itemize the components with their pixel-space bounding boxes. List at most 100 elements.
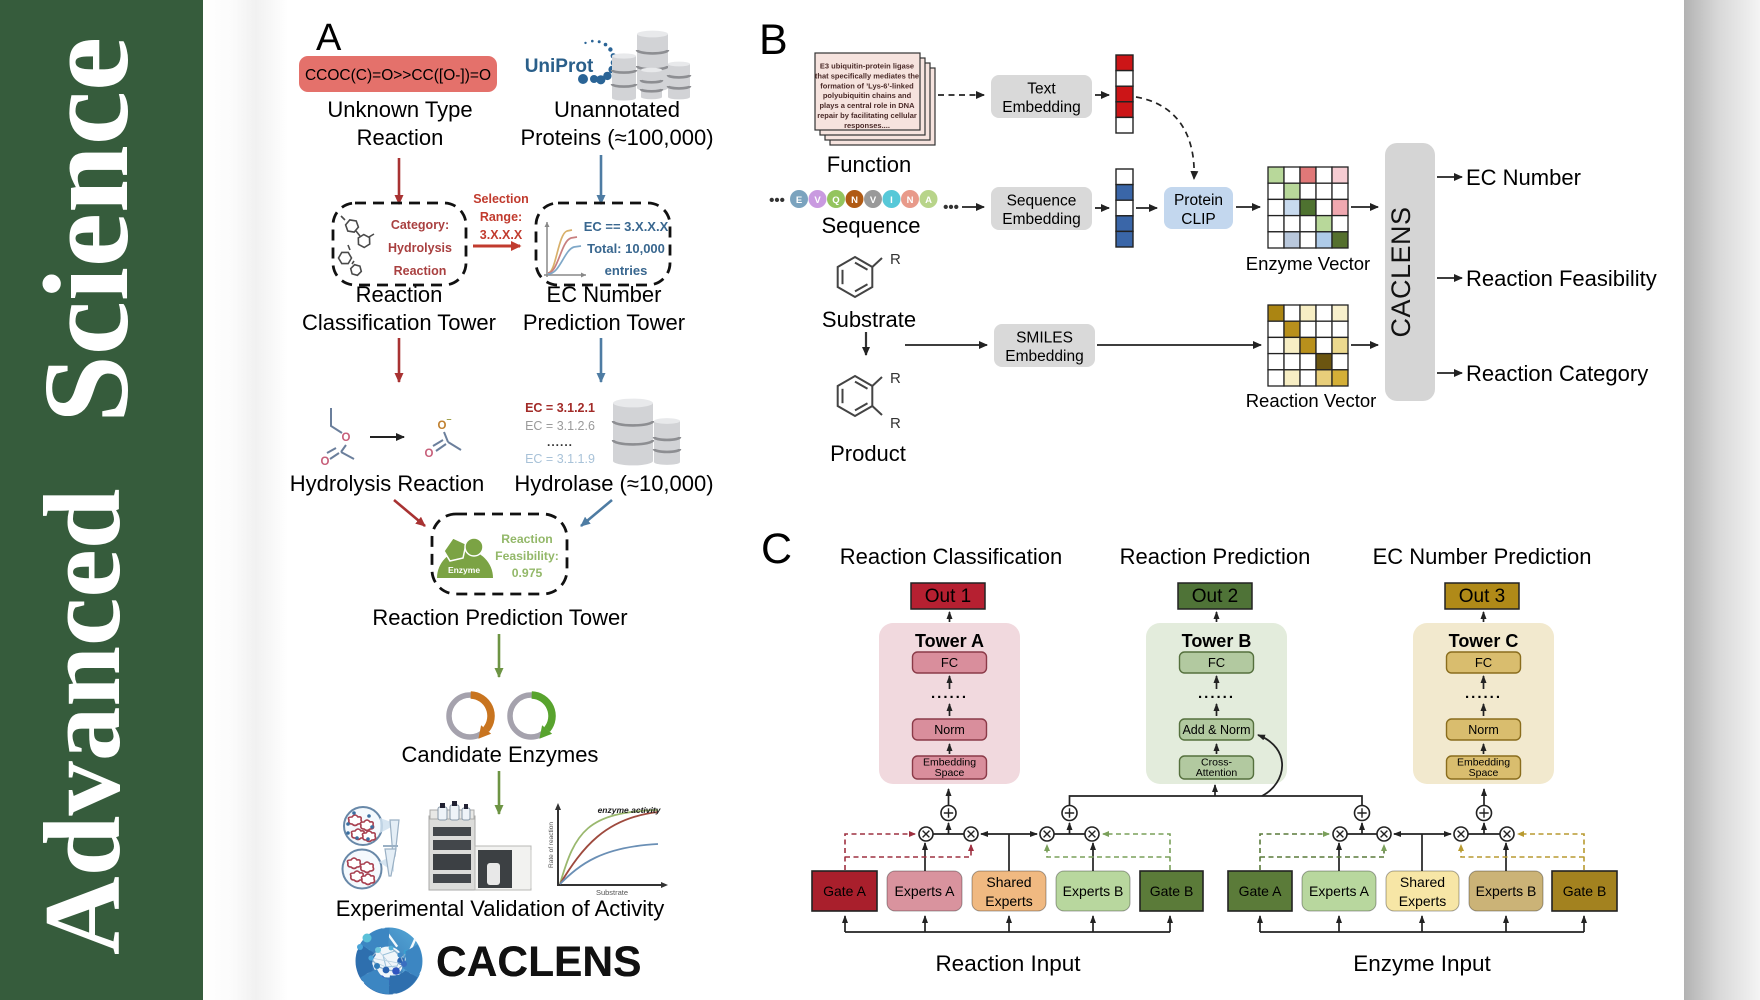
svg-text:Classification Tower: Classification Tower xyxy=(302,310,496,335)
svg-text:EC Number: EC Number xyxy=(547,282,662,307)
svg-text:Space: Space xyxy=(1469,767,1499,779)
svg-text:0.975: 0.975 xyxy=(512,566,543,580)
svg-text:......: ...... xyxy=(1465,685,1502,702)
svg-text:Shared: Shared xyxy=(1400,874,1445,890)
svg-text:Experts: Experts xyxy=(985,893,1032,909)
svg-text:EC = 3.1.2.6: EC = 3.1.2.6 xyxy=(525,419,595,433)
svg-text:Prediction Tower: Prediction Tower xyxy=(523,310,685,335)
svg-text:Unknown Type: Unknown Type xyxy=(327,97,472,122)
svg-text:Embedding: Embedding xyxy=(1005,348,1083,365)
svg-text:R: R xyxy=(890,415,901,432)
svg-text:Tower C: Tower C xyxy=(1449,631,1519,651)
svg-text:Experts: Experts xyxy=(1399,893,1446,909)
svg-text:formation of ’Lys-6’-linked: formation of ’Lys-6’-linked xyxy=(820,81,914,90)
svg-text:Proteins (≈100,000): Proteins (≈100,000) xyxy=(520,125,713,150)
svg-text:repair by facilitating cellula: repair by facilitating cellular xyxy=(817,111,917,120)
svg-text:Enzyme Input: Enzyme Input xyxy=(1353,951,1491,976)
svg-text:Tower B: Tower B xyxy=(1182,631,1252,651)
svg-text:plays a central role in DNA: plays a central role in DNA xyxy=(819,101,915,110)
svg-text:SMILES: SMILES xyxy=(1016,330,1073,347)
svg-text:Tower A: Tower A xyxy=(915,631,984,651)
svg-text:Out 2: Out 2 xyxy=(1192,586,1238,607)
svg-text:Sequence: Sequence xyxy=(1007,193,1077,210)
svg-text:Gate A: Gate A xyxy=(823,883,866,899)
svg-text:Sequence: Sequence xyxy=(821,213,920,238)
svg-text:Experts B: Experts B xyxy=(1063,883,1124,899)
svg-text:Out 3: Out 3 xyxy=(1459,586,1505,607)
svg-text:Reaction Classification: Reaction Classification xyxy=(840,544,1063,569)
svg-text:E: E xyxy=(796,195,802,206)
svg-text:A: A xyxy=(925,195,932,206)
svg-text:Embedding: Embedding xyxy=(1457,757,1510,769)
svg-text:Embedding: Embedding xyxy=(1002,99,1080,116)
svg-text:EC = 3.1.1.9: EC = 3.1.1.9 xyxy=(525,452,595,466)
svg-text:Out 1: Out 1 xyxy=(925,586,971,607)
svg-text:Norm: Norm xyxy=(1468,723,1499,737)
svg-text:enzyme activity: enzyme activity xyxy=(598,805,662,815)
svg-text:Protein: Protein xyxy=(1174,192,1223,209)
svg-text:Reaction Prediction Tower: Reaction Prediction Tower xyxy=(372,605,627,630)
svg-text:CLIP: CLIP xyxy=(1181,211,1215,228)
svg-text:A: A xyxy=(316,17,342,59)
svg-text:Embedding: Embedding xyxy=(1002,211,1080,228)
svg-text:Embedding: Embedding xyxy=(923,757,976,769)
svg-text:Reaction: Reaction xyxy=(394,264,447,278)
svg-text:Experts A: Experts A xyxy=(895,883,956,899)
svg-text:3.X.X.X: 3.X.X.X xyxy=(480,228,523,242)
svg-text:Enzyme: Enzyme xyxy=(448,565,480,575)
svg-text:Hydrolase (≈10,000): Hydrolase (≈10,000) xyxy=(514,471,713,496)
svg-text:Reaction: Reaction xyxy=(357,125,444,150)
svg-text:Q: Q xyxy=(832,195,839,206)
svg-text:EC Number Prediction: EC Number Prediction xyxy=(1373,544,1592,569)
svg-text:......: ...... xyxy=(547,435,573,449)
svg-text:C: C xyxy=(761,525,792,573)
svg-text:E3 ubiquitin-protein ligase: E3 ubiquitin-protein ligase xyxy=(820,62,914,71)
svg-text:Substrate: Substrate xyxy=(596,888,628,897)
svg-text:Reaction Input: Reaction Input xyxy=(935,951,1081,976)
svg-text:that specifically mediates the: that specifically mediates the xyxy=(815,71,919,80)
svg-text:......: ...... xyxy=(931,685,968,702)
svg-text:Cross-: Cross- xyxy=(1201,757,1232,769)
svg-text:O: O xyxy=(321,456,330,468)
svg-text:EC == 3.X.X.X: EC == 3.X.X.X xyxy=(584,219,669,234)
svg-text:I: I xyxy=(890,195,893,206)
svg-text:•••: ••• xyxy=(769,192,785,209)
svg-text:Hydrolysis: Hydrolysis xyxy=(388,241,452,255)
svg-text:FC: FC xyxy=(941,655,958,670)
svg-text:Enzyme Vector: Enzyme Vector xyxy=(1246,253,1370,274)
svg-text:Experts A: Experts A xyxy=(1309,883,1370,899)
svg-text:Reaction Vector: Reaction Vector xyxy=(1246,390,1377,411)
svg-text:Selection: Selection xyxy=(473,192,529,206)
svg-text:B: B xyxy=(759,16,788,64)
svg-text:CACLENS: CACLENS xyxy=(436,939,641,986)
svg-text:N: N xyxy=(907,195,914,206)
svg-text:•••: ••• xyxy=(943,199,959,216)
svg-text:Text: Text xyxy=(1027,81,1056,98)
svg-text:Gate B: Gate B xyxy=(1150,883,1194,899)
svg-text:V: V xyxy=(814,195,821,206)
svg-text:Candidate Enzymes: Candidate Enzymes xyxy=(402,742,599,767)
svg-text:UniProt: UniProt xyxy=(525,56,594,77)
svg-text:Gate B: Gate B xyxy=(1563,883,1607,899)
svg-text:CCOC(C)=O>>CC([O-])=O: CCOC(C)=O>>CC([O-])=O xyxy=(305,67,491,84)
svg-text:R: R xyxy=(890,251,901,268)
svg-text:Unannotated: Unannotated xyxy=(554,97,680,122)
svg-text:Rate of reaction: Rate of reaction xyxy=(548,822,555,868)
svg-text:–: – xyxy=(446,414,451,424)
svg-text:CACLENS: CACLENS xyxy=(436,939,641,986)
svg-text:Reaction: Reaction xyxy=(356,282,443,307)
svg-text:Experimental Validation of Act: Experimental Validation of Activity xyxy=(336,896,665,921)
svg-text:Reaction Feasibility: Reaction Feasibility xyxy=(1466,266,1657,291)
svg-text:Product: Product xyxy=(830,441,906,466)
svg-text:Total: 10,000: Total: 10,000 xyxy=(587,241,665,256)
svg-text:polyubiquitin chains and: polyubiquitin chains and xyxy=(823,91,912,100)
svg-text:R: R xyxy=(890,370,901,387)
svg-text:Feasibility:: Feasibility: xyxy=(495,549,559,563)
svg-text:entries: entries xyxy=(605,263,648,278)
svg-text:......: ...... xyxy=(1198,685,1235,702)
svg-text:N: N xyxy=(851,195,858,206)
svg-text:EC Number: EC Number xyxy=(1466,165,1581,190)
svg-text:Reaction: Reaction xyxy=(501,532,552,546)
svg-text:EC = 3.1.2.1: EC = 3.1.2.1 xyxy=(525,401,595,415)
svg-text:V: V xyxy=(870,195,877,206)
